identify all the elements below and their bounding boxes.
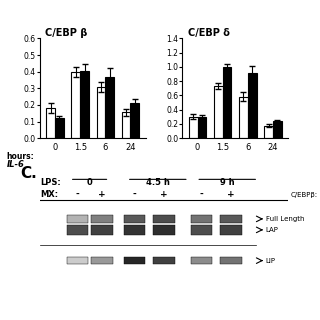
Text: LIP: LIP <box>266 258 276 264</box>
Text: -: - <box>132 190 136 199</box>
Text: C/EBPβ:: C/EBPβ: <box>291 192 318 198</box>
FancyBboxPatch shape <box>92 257 113 264</box>
Bar <box>105 77 114 138</box>
Text: LAP: LAP <box>266 227 278 233</box>
FancyBboxPatch shape <box>191 225 212 235</box>
FancyBboxPatch shape <box>154 225 174 235</box>
FancyBboxPatch shape <box>124 257 145 264</box>
Bar <box>80 71 89 138</box>
FancyBboxPatch shape <box>124 215 145 223</box>
Bar <box>55 118 64 138</box>
Text: LPS:: LPS: <box>40 178 61 187</box>
Bar <box>273 122 282 138</box>
Text: MX:: MX: <box>40 190 58 199</box>
Bar <box>46 108 55 138</box>
Text: -: - <box>199 190 203 199</box>
FancyBboxPatch shape <box>92 215 113 223</box>
Bar <box>239 97 248 138</box>
Text: C/EBP β: C/EBP β <box>45 28 88 38</box>
Bar <box>214 86 223 138</box>
Text: Full Length: Full Length <box>266 216 304 222</box>
FancyBboxPatch shape <box>67 225 88 235</box>
Text: C/EBP δ: C/EBP δ <box>188 28 230 38</box>
Bar <box>131 103 139 138</box>
Bar <box>71 72 80 138</box>
FancyBboxPatch shape <box>124 225 145 235</box>
FancyBboxPatch shape <box>154 257 174 264</box>
Text: 9 h: 9 h <box>220 178 235 187</box>
FancyBboxPatch shape <box>220 257 242 264</box>
Text: C.: C. <box>20 166 37 181</box>
Text: +: + <box>98 190 106 199</box>
FancyBboxPatch shape <box>191 215 212 223</box>
Bar <box>248 73 257 138</box>
FancyBboxPatch shape <box>191 257 212 264</box>
FancyBboxPatch shape <box>67 257 88 264</box>
Bar <box>97 87 105 138</box>
Bar <box>223 67 231 138</box>
Text: +: + <box>160 190 168 199</box>
Bar <box>122 112 131 138</box>
FancyBboxPatch shape <box>220 215 242 223</box>
FancyBboxPatch shape <box>92 225 113 235</box>
Text: hours:: hours: <box>6 152 34 161</box>
Bar <box>189 116 197 138</box>
Text: 4.5 h: 4.5 h <box>146 178 170 187</box>
Text: IL-6: IL-6 <box>6 160 24 169</box>
FancyBboxPatch shape <box>154 215 174 223</box>
FancyBboxPatch shape <box>220 225 242 235</box>
Text: -: - <box>75 190 79 199</box>
Text: 0: 0 <box>87 178 92 187</box>
Bar <box>264 126 273 138</box>
Text: +: + <box>227 190 235 199</box>
FancyBboxPatch shape <box>67 215 88 223</box>
Bar <box>197 117 206 138</box>
